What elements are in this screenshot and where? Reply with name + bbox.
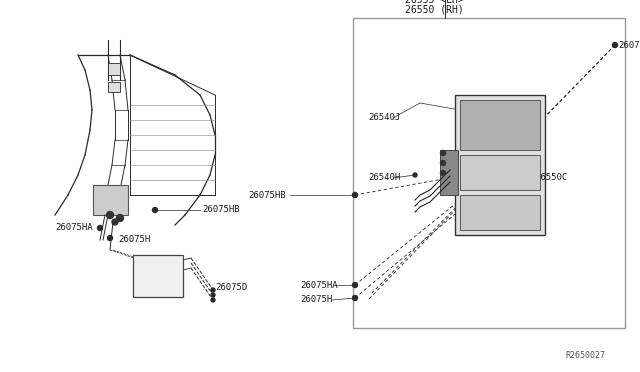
Text: R2650027: R2650027 bbox=[565, 350, 605, 359]
Text: 26075HB: 26075HB bbox=[248, 190, 285, 199]
Circle shape bbox=[440, 170, 445, 176]
Circle shape bbox=[413, 173, 417, 177]
Text: 26075H: 26075H bbox=[118, 235, 150, 244]
Text: 26550C: 26550C bbox=[535, 173, 567, 183]
Circle shape bbox=[440, 160, 445, 166]
Text: 26075D: 26075D bbox=[618, 41, 640, 49]
Bar bbox=[108, 82, 120, 92]
Circle shape bbox=[97, 225, 102, 231]
Circle shape bbox=[106, 212, 113, 218]
Circle shape bbox=[353, 295, 358, 301]
Bar bbox=[93, 185, 128, 215]
Circle shape bbox=[353, 282, 358, 288]
Bar bbox=[460, 195, 540, 230]
Circle shape bbox=[116, 215, 124, 221]
Bar bbox=[108, 63, 120, 75]
Text: 26540J: 26540J bbox=[368, 113, 400, 122]
Bar bbox=[460, 155, 540, 190]
Bar bbox=[133, 255, 183, 297]
Text: 26540H: 26540H bbox=[368, 173, 400, 183]
Text: 26555 <LH>: 26555 <LH> bbox=[405, 0, 464, 5]
Text: 26075HB: 26075HB bbox=[202, 205, 239, 215]
Circle shape bbox=[211, 293, 215, 297]
Text: 26075HA: 26075HA bbox=[300, 280, 338, 289]
Circle shape bbox=[108, 235, 113, 241]
Circle shape bbox=[353, 192, 358, 198]
Circle shape bbox=[440, 151, 445, 155]
Text: 26550 (RH): 26550 (RH) bbox=[405, 5, 464, 15]
Text: 26075HA: 26075HA bbox=[55, 224, 93, 232]
Text: 26540E: 26540E bbox=[488, 201, 520, 209]
Circle shape bbox=[211, 288, 215, 292]
Circle shape bbox=[612, 42, 618, 48]
Bar bbox=[460, 100, 540, 150]
Bar bbox=[353, 18, 625, 328]
Bar bbox=[440, 150, 458, 195]
Circle shape bbox=[112, 219, 118, 225]
Circle shape bbox=[152, 208, 157, 212]
Text: 26075D: 26075D bbox=[215, 283, 247, 292]
Circle shape bbox=[211, 298, 215, 302]
Bar bbox=[455, 95, 545, 235]
Text: 26075H: 26075H bbox=[300, 295, 332, 305]
